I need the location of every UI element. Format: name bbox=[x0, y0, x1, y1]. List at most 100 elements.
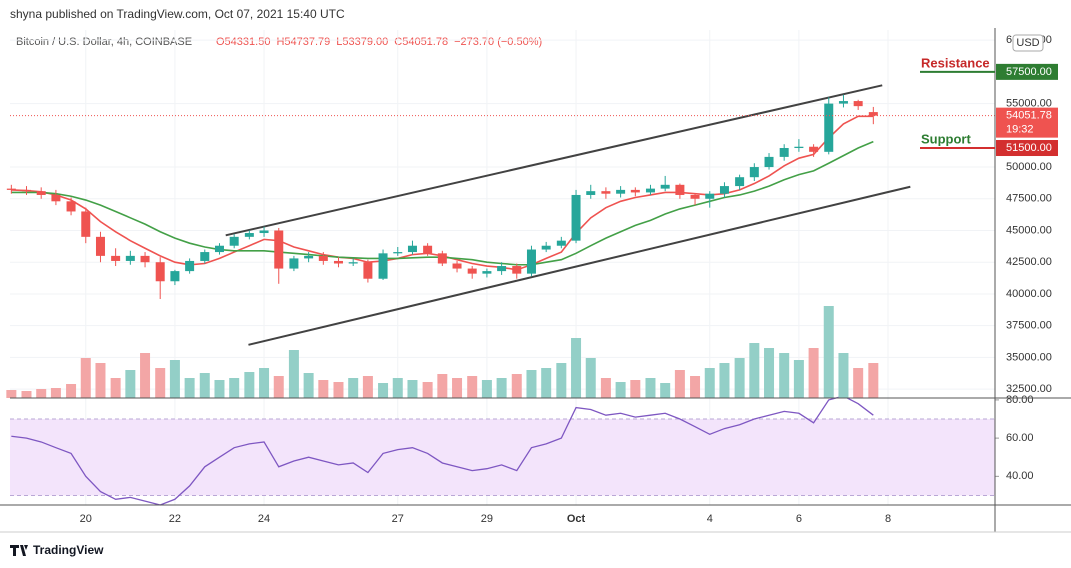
volume-bar bbox=[615, 382, 626, 398]
volume-bar bbox=[779, 353, 790, 398]
candle-body bbox=[838, 101, 848, 104]
volume-bar bbox=[452, 378, 463, 398]
volume-bar bbox=[571, 338, 582, 398]
candle-body bbox=[660, 184, 670, 189]
candle-body bbox=[111, 255, 121, 261]
countdown: 19:32 bbox=[1006, 124, 1034, 136]
brand: TradingView bbox=[33, 543, 104, 557]
y-tick-label: 32500.00 bbox=[1006, 383, 1052, 395]
x-tick-label: Oct bbox=[567, 513, 586, 525]
candle-body bbox=[467, 268, 477, 274]
volume-bar bbox=[674, 370, 685, 398]
volume-bar bbox=[630, 380, 641, 398]
volume-bar bbox=[392, 378, 403, 398]
candle-body bbox=[853, 101, 863, 107]
volume-bar bbox=[853, 368, 864, 398]
volume-bar bbox=[467, 376, 478, 398]
volume-bar bbox=[481, 380, 492, 398]
candle-body bbox=[274, 230, 284, 269]
candle-body bbox=[482, 271, 492, 274]
candle-body bbox=[735, 177, 745, 187]
currency-badge bbox=[1012, 34, 1044, 52]
candle-body bbox=[749, 167, 759, 178]
volume-bar bbox=[214, 380, 225, 398]
volume-bar bbox=[66, 384, 77, 398]
volume-bar bbox=[229, 378, 240, 398]
candle-body bbox=[586, 191, 596, 195]
publisher: shyna published on TradingView.com, Oct … bbox=[10, 7, 345, 21]
candle-body bbox=[259, 230, 269, 234]
volume-bar bbox=[645, 378, 656, 398]
x-tick-label: 29 bbox=[481, 513, 493, 525]
candle-body bbox=[244, 233, 254, 237]
x-tick-label: 6 bbox=[796, 513, 802, 525]
volume-bar bbox=[303, 373, 314, 398]
volume-bar bbox=[348, 378, 359, 398]
ohlc-value: C54051.78 bbox=[394, 36, 448, 48]
x-tick-label: 24 bbox=[258, 513, 270, 525]
y-tick-label: 55000.00 bbox=[1006, 98, 1052, 110]
candle-body bbox=[616, 189, 626, 194]
candle-body bbox=[378, 253, 388, 279]
volume-bar bbox=[273, 376, 284, 398]
volume-bar bbox=[838, 353, 849, 398]
volume-bar bbox=[496, 378, 507, 398]
volume-bar bbox=[526, 370, 537, 398]
volume-bar bbox=[556, 363, 567, 398]
volume-bar bbox=[734, 358, 745, 398]
candle-body bbox=[51, 194, 61, 202]
candle-body bbox=[81, 211, 91, 237]
volume-bar bbox=[719, 363, 730, 398]
candle-body bbox=[571, 194, 581, 241]
level-value: 57500.00 bbox=[1006, 66, 1052, 78]
volume-bar bbox=[125, 370, 136, 398]
volume-bar bbox=[793, 360, 804, 398]
rsi-tick-label: 60.00 bbox=[1006, 432, 1034, 444]
volume-bar bbox=[511, 374, 522, 398]
level-value: 51500.00 bbox=[1006, 142, 1052, 154]
volume-bar bbox=[259, 368, 270, 398]
volume-bar bbox=[110, 378, 121, 398]
ohlc-value: O54331.50 bbox=[216, 36, 270, 48]
candle-body bbox=[140, 255, 150, 263]
candle-body bbox=[512, 266, 522, 274]
candle-body bbox=[526, 249, 536, 274]
volume-bar bbox=[823, 306, 834, 398]
y-tick-label: 45000.00 bbox=[1006, 224, 1052, 236]
last-price-badge bbox=[996, 107, 1058, 138]
volume-bar bbox=[660, 383, 671, 398]
ohlc-value: L53379.00 bbox=[336, 36, 388, 48]
x-tick-label: 27 bbox=[392, 513, 404, 525]
volume-bar bbox=[808, 348, 819, 398]
candle-body bbox=[556, 240, 566, 246]
candle-body bbox=[170, 271, 180, 282]
candle-body bbox=[764, 156, 774, 168]
candle-body bbox=[36, 191, 46, 195]
candle-body bbox=[809, 146, 819, 152]
candle-body bbox=[675, 184, 685, 195]
level-badge bbox=[996, 140, 1058, 157]
candle-body bbox=[437, 253, 447, 264]
volume-bar bbox=[362, 376, 373, 398]
trendline bbox=[248, 185, 911, 346]
volume-bar bbox=[80, 358, 91, 398]
candle-body bbox=[423, 245, 433, 254]
volume-bar bbox=[95, 363, 106, 398]
volume-bar bbox=[155, 368, 166, 398]
candle-body bbox=[125, 255, 135, 261]
candle-body bbox=[705, 193, 715, 199]
candle-body bbox=[21, 189, 31, 192]
y-tick-label: 35000.00 bbox=[1006, 351, 1052, 363]
candle-body bbox=[393, 252, 403, 254]
volume-bar bbox=[21, 391, 32, 398]
candle-body bbox=[229, 236, 239, 246]
rsi-tick-label: 80.00 bbox=[1006, 394, 1034, 406]
x-tick-label: 8 bbox=[885, 513, 891, 525]
candle-body bbox=[304, 255, 314, 259]
volume-bar bbox=[868, 363, 879, 398]
volume-bar bbox=[169, 360, 180, 398]
candle-body bbox=[779, 148, 789, 157]
trendline bbox=[225, 84, 883, 237]
ohlc-header: O54331.50 H54737.79 L53379.00 C54051.78 −273… bbox=[216, 36, 542, 48]
candle-body bbox=[333, 260, 343, 264]
